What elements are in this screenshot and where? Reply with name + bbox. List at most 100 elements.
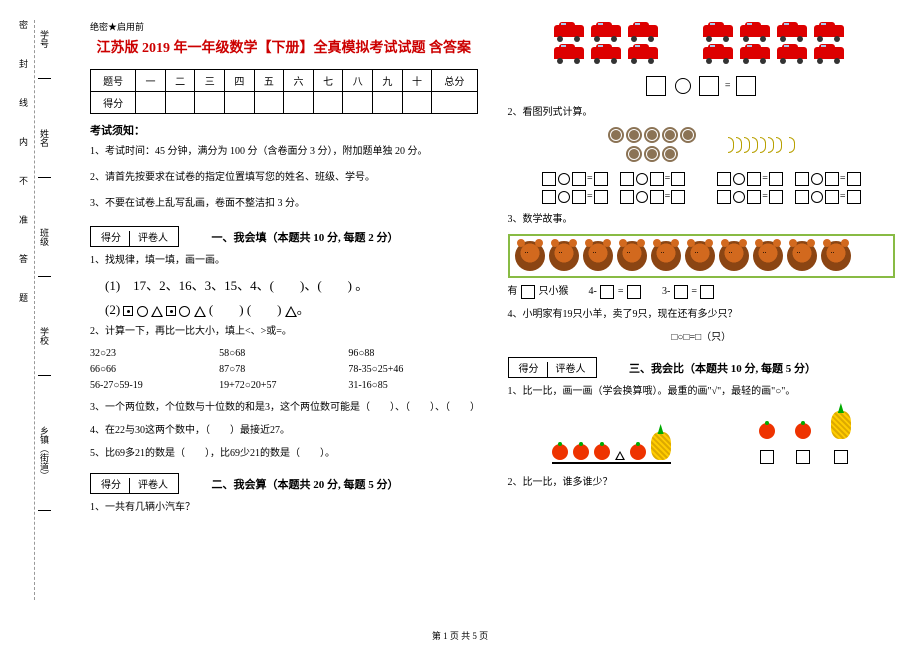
banana-icon (744, 137, 750, 153)
car-equation: = (508, 76, 896, 96)
triangle-shape-icon (151, 306, 163, 317)
th-8: 八 (343, 70, 373, 92)
balance-diagram (508, 411, 896, 464)
th-10: 十 (402, 70, 432, 92)
banana-icon (752, 137, 758, 153)
banana-icon (728, 137, 734, 153)
monkey-icon (719, 241, 749, 271)
car-icon (628, 44, 663, 64)
badge-icon (626, 146, 642, 162)
blank-box-sm (572, 172, 586, 186)
square-shape-icon (123, 306, 133, 316)
blank-box-sm (747, 190, 761, 204)
calc-cell: 87○78 (219, 362, 348, 378)
blank-box-sm (521, 285, 535, 299)
score-cell (373, 92, 403, 114)
balance-right-group (759, 411, 851, 464)
calc-cell: 78-35○25+46 (348, 362, 477, 378)
blank-box-sm (795, 190, 809, 204)
section-3-title: 三、我会比（本题共 10 分, 每题 5 分） (629, 363, 816, 375)
badge-banana-group (508, 127, 896, 165)
grade-box-1: 得分评卷人 (90, 226, 179, 247)
q3-2: 2、比一比，谁多谁少？ (508, 474, 896, 492)
badge-icon (644, 146, 660, 162)
blank-box-sm (717, 190, 731, 204)
blank-box-sm (674, 285, 688, 299)
th-2: 二 (165, 70, 195, 92)
calc-grid: 32○23 58○68 96○88 66○66 87○78 78-35○25+4… (90, 346, 478, 394)
grade-box-2: 得分评卷人 (90, 473, 179, 494)
q2-4: 4、小明家有19只小羊，卖了9只，现在还有多少只？ (508, 306, 896, 324)
blank-box-sm (650, 190, 664, 204)
th-9: 九 (373, 70, 403, 92)
blank-box-sm (795, 172, 809, 186)
binding-line-text: 密封线内不准答题 (17, 20, 30, 332)
q1-5: 5、比69多21的数是（ ），比69少21的数是（ ）。 (90, 445, 478, 463)
blank-box-sm (717, 172, 731, 186)
car-icon (703, 44, 738, 64)
monkey-icon (821, 241, 851, 271)
blank-box-sm (542, 172, 556, 186)
car-icon (777, 44, 812, 64)
calc-cell: 58○68 (219, 346, 348, 362)
calc-cell: 32○23 (90, 346, 219, 362)
q1-1: 1、找规律，填一填，画一画。 (90, 252, 478, 270)
answer-box (834, 450, 848, 464)
score-cell (136, 92, 166, 114)
blank-circle-sm (733, 173, 745, 185)
score-cell (195, 92, 225, 114)
blank-box-sm (769, 172, 783, 186)
blank-circle-sm (811, 173, 823, 185)
banana-icon (768, 137, 774, 153)
cars-diagram (508, 20, 896, 66)
blank-circle-sm (636, 191, 648, 203)
score-cell (343, 92, 373, 114)
page-footer: 第 1 页 共 5 页 (0, 629, 920, 642)
label-town: 乡镇（街道） (38, 426, 51, 511)
q1-4: 4、在22与30这两个数中，（ ）最接近27。 (90, 422, 478, 440)
calc-cell: 31-16○85 (348, 378, 477, 394)
score-cell (402, 92, 432, 114)
car-icon (591, 22, 626, 42)
blank-box-sm (825, 172, 839, 186)
triangle-shape-icon (194, 306, 206, 317)
score-cell (284, 92, 314, 114)
secret-marker: 绝密★启用前 (90, 20, 478, 33)
q2-3: 3、数学故事。 (508, 211, 896, 229)
label-class: 班级 (38, 228, 51, 277)
blank-box-sm (620, 190, 634, 204)
calc-cell: 56-27○59-19 (90, 378, 219, 394)
monkey-icon (549, 241, 579, 271)
blank-box-sm (594, 190, 608, 204)
banana-icon (736, 137, 742, 153)
score-cell (432, 92, 477, 114)
badge-icon (680, 127, 696, 143)
score-cell (225, 92, 255, 114)
car-icon (740, 22, 775, 42)
pattern-1: (1) 17、2、16、3、15、4、( )、( ) 。 (90, 275, 478, 294)
fulcrum-icon (615, 451, 625, 460)
monkey-icon (787, 241, 817, 271)
monkey-icon (583, 241, 613, 271)
banana-icon (760, 137, 766, 153)
car-group-right (703, 20, 849, 66)
tomato-icon (630, 444, 646, 460)
blank-box-sm (671, 172, 685, 186)
car-icon (554, 44, 589, 64)
monkey-icon (651, 241, 681, 271)
blank-box (646, 76, 666, 96)
car-icon (628, 22, 663, 42)
score-cell (165, 92, 195, 114)
blank-box-sm (825, 190, 839, 204)
blank-box-sm (600, 285, 614, 299)
blank-box-sm (847, 172, 861, 186)
reviewer-label: 评卷人 (130, 231, 176, 246)
banana-icon (789, 137, 795, 153)
blank-circle-sm (636, 173, 648, 185)
monkey-equation: 有 只小猴 4- = 3- = (508, 283, 896, 301)
badge-icon (662, 146, 678, 162)
q2-1: 1、一共有几辆小汽车？ (90, 499, 478, 517)
blank-box-sm (542, 190, 556, 204)
th-1: 一 (136, 70, 166, 92)
section-2-title: 二、我会算（本题共 20 分, 每题 5 分） (212, 479, 399, 491)
